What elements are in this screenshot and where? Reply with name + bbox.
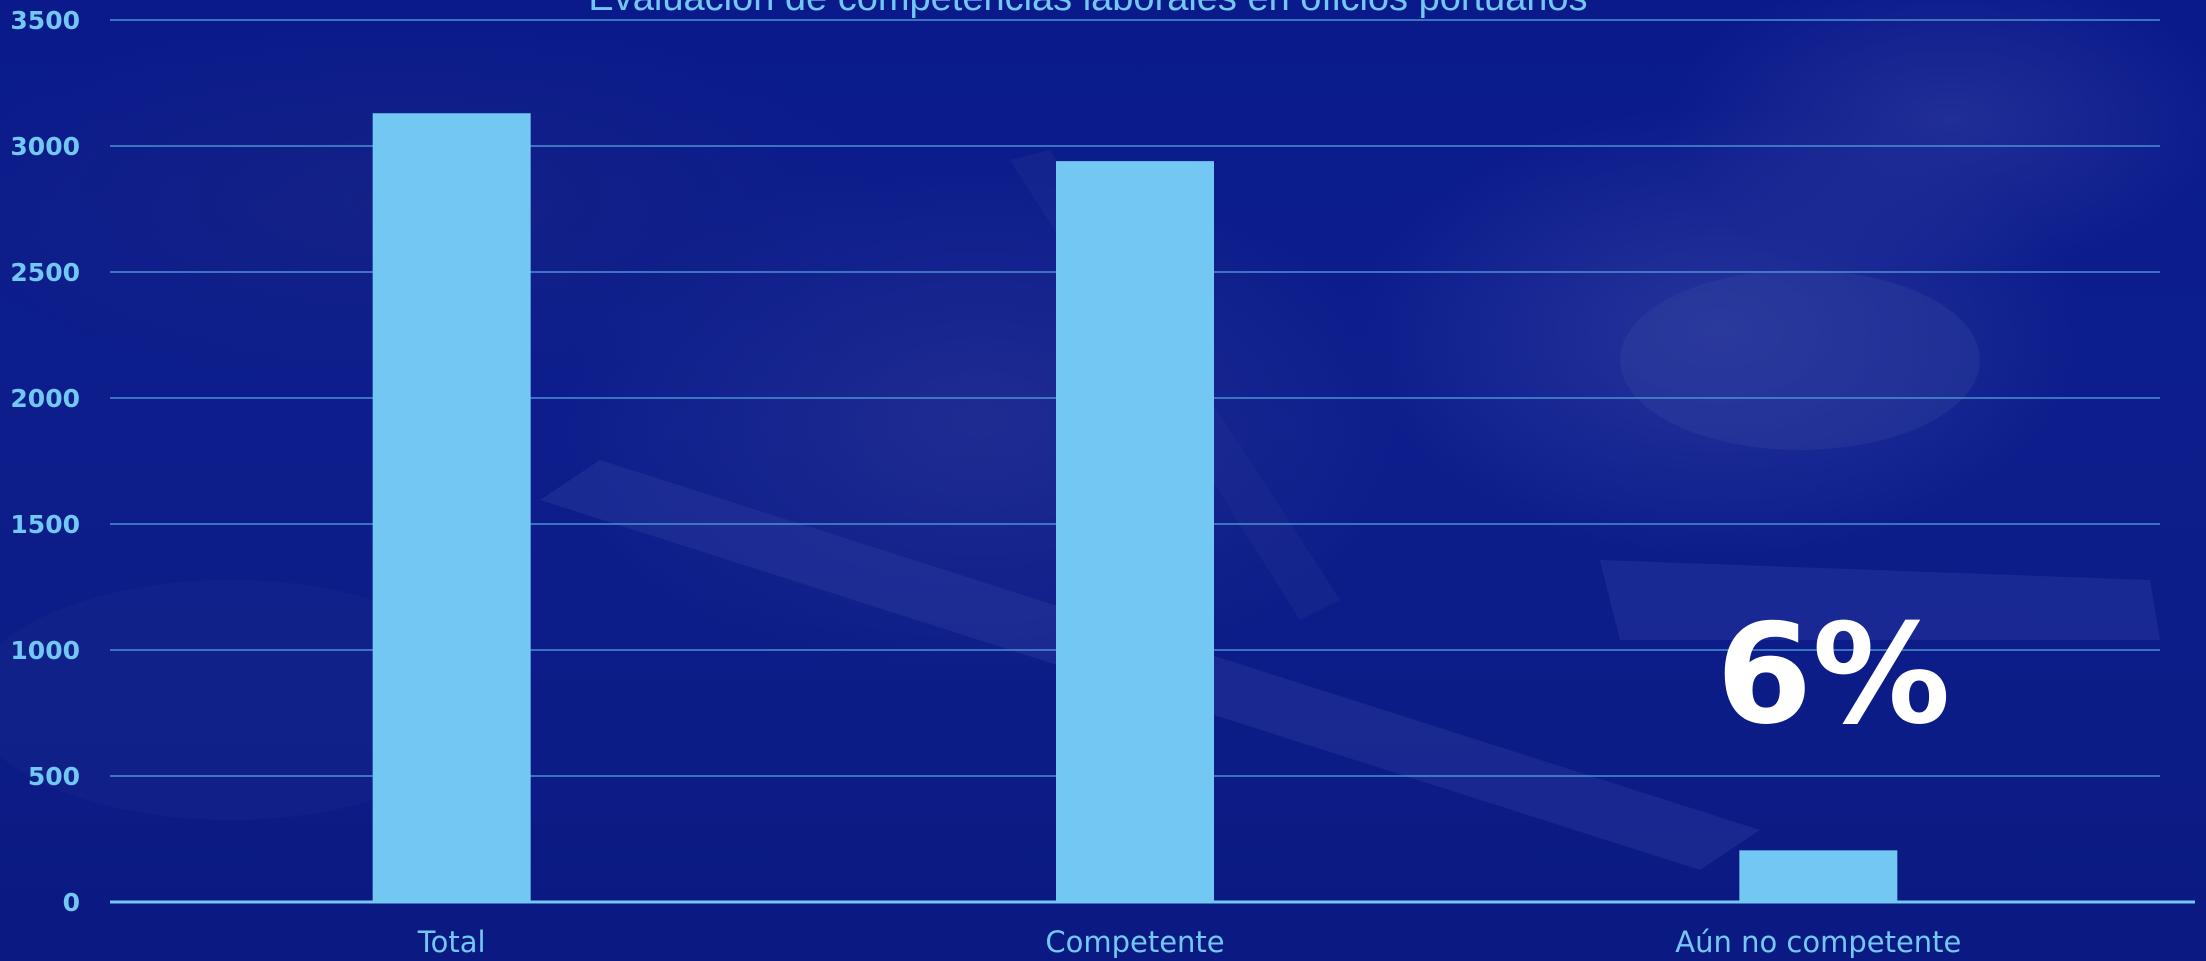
y-tick-label: 1000 xyxy=(10,636,80,665)
percentage-annotation: 6% xyxy=(1716,594,1950,755)
annotations: 6% xyxy=(1716,594,1950,755)
x-axis-ticks: Total Competente Aún no competente xyxy=(417,925,1962,959)
bar xyxy=(1056,161,1214,902)
y-tick-label: 500 xyxy=(28,762,80,791)
bar xyxy=(372,113,531,903)
x-tick-label: Competente xyxy=(1045,925,1224,959)
x-tick-label: Total xyxy=(417,925,486,959)
bar xyxy=(1739,850,1898,902)
y-axis-ticks: 0 500 1000 1500 2000 2500 3000 3500 xyxy=(10,6,80,917)
y-tick-label: 2000 xyxy=(10,384,80,413)
chart-title: Evaluación de competencias laborales en … xyxy=(588,0,1587,19)
y-tick-label: 1500 xyxy=(10,510,80,539)
y-tick-label: 3000 xyxy=(10,132,80,161)
y-tick-label: 2500 xyxy=(10,258,80,287)
y-tick-label: 0 xyxy=(63,888,80,917)
bars xyxy=(372,113,1898,903)
y-tick-label: 3500 xyxy=(10,6,80,35)
x-tick-label: Aún no competente xyxy=(1675,925,1961,959)
